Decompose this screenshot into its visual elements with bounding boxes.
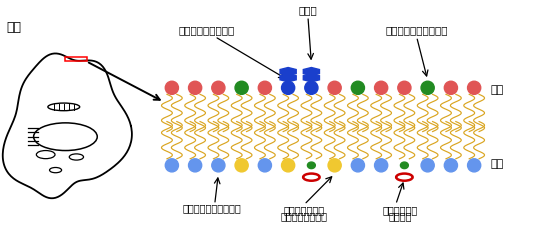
Ellipse shape <box>212 81 225 94</box>
Ellipse shape <box>398 81 411 94</box>
Ellipse shape <box>421 159 434 172</box>
Ellipse shape <box>282 159 295 172</box>
Text: ホスファチジルセリン: ホスファチジルセリン <box>183 203 241 213</box>
Text: 内層: 内層 <box>490 159 503 169</box>
Ellipse shape <box>328 81 341 94</box>
Ellipse shape <box>351 159 365 172</box>
Text: 細胞: 細胞 <box>6 21 21 34</box>
Ellipse shape <box>421 81 434 94</box>
Ellipse shape <box>305 81 318 94</box>
Ellipse shape <box>468 159 481 172</box>
Ellipse shape <box>235 159 248 172</box>
Text: エタノールアミン: エタノールアミン <box>280 211 328 221</box>
Ellipse shape <box>282 81 295 94</box>
Text: ホスファチジル: ホスファチジル <box>283 205 324 215</box>
Ellipse shape <box>212 159 225 172</box>
Ellipse shape <box>328 159 341 172</box>
Text: リン脂質: リン脂質 <box>388 211 412 221</box>
Text: スフィンゴミエリン: スフィンゴミエリン <box>178 26 234 36</box>
Text: 外層: 外層 <box>490 85 503 95</box>
Ellipse shape <box>468 81 481 94</box>
Ellipse shape <box>307 162 315 169</box>
Ellipse shape <box>258 159 272 172</box>
Ellipse shape <box>351 81 365 94</box>
Ellipse shape <box>400 162 408 169</box>
Ellipse shape <box>258 81 272 94</box>
Ellipse shape <box>235 81 248 94</box>
Text: イノシトール: イノシトール <box>382 205 417 215</box>
Ellipse shape <box>444 81 458 94</box>
Ellipse shape <box>166 159 178 172</box>
Text: ホスファチジルコリン: ホスファチジルコリン <box>386 26 448 36</box>
Bar <box>65 57 87 61</box>
Ellipse shape <box>444 159 458 172</box>
Ellipse shape <box>375 159 388 172</box>
Ellipse shape <box>166 81 178 94</box>
Ellipse shape <box>189 159 202 172</box>
Ellipse shape <box>189 81 202 94</box>
Text: 糖脂質: 糖脂質 <box>299 5 317 15</box>
Ellipse shape <box>375 81 388 94</box>
